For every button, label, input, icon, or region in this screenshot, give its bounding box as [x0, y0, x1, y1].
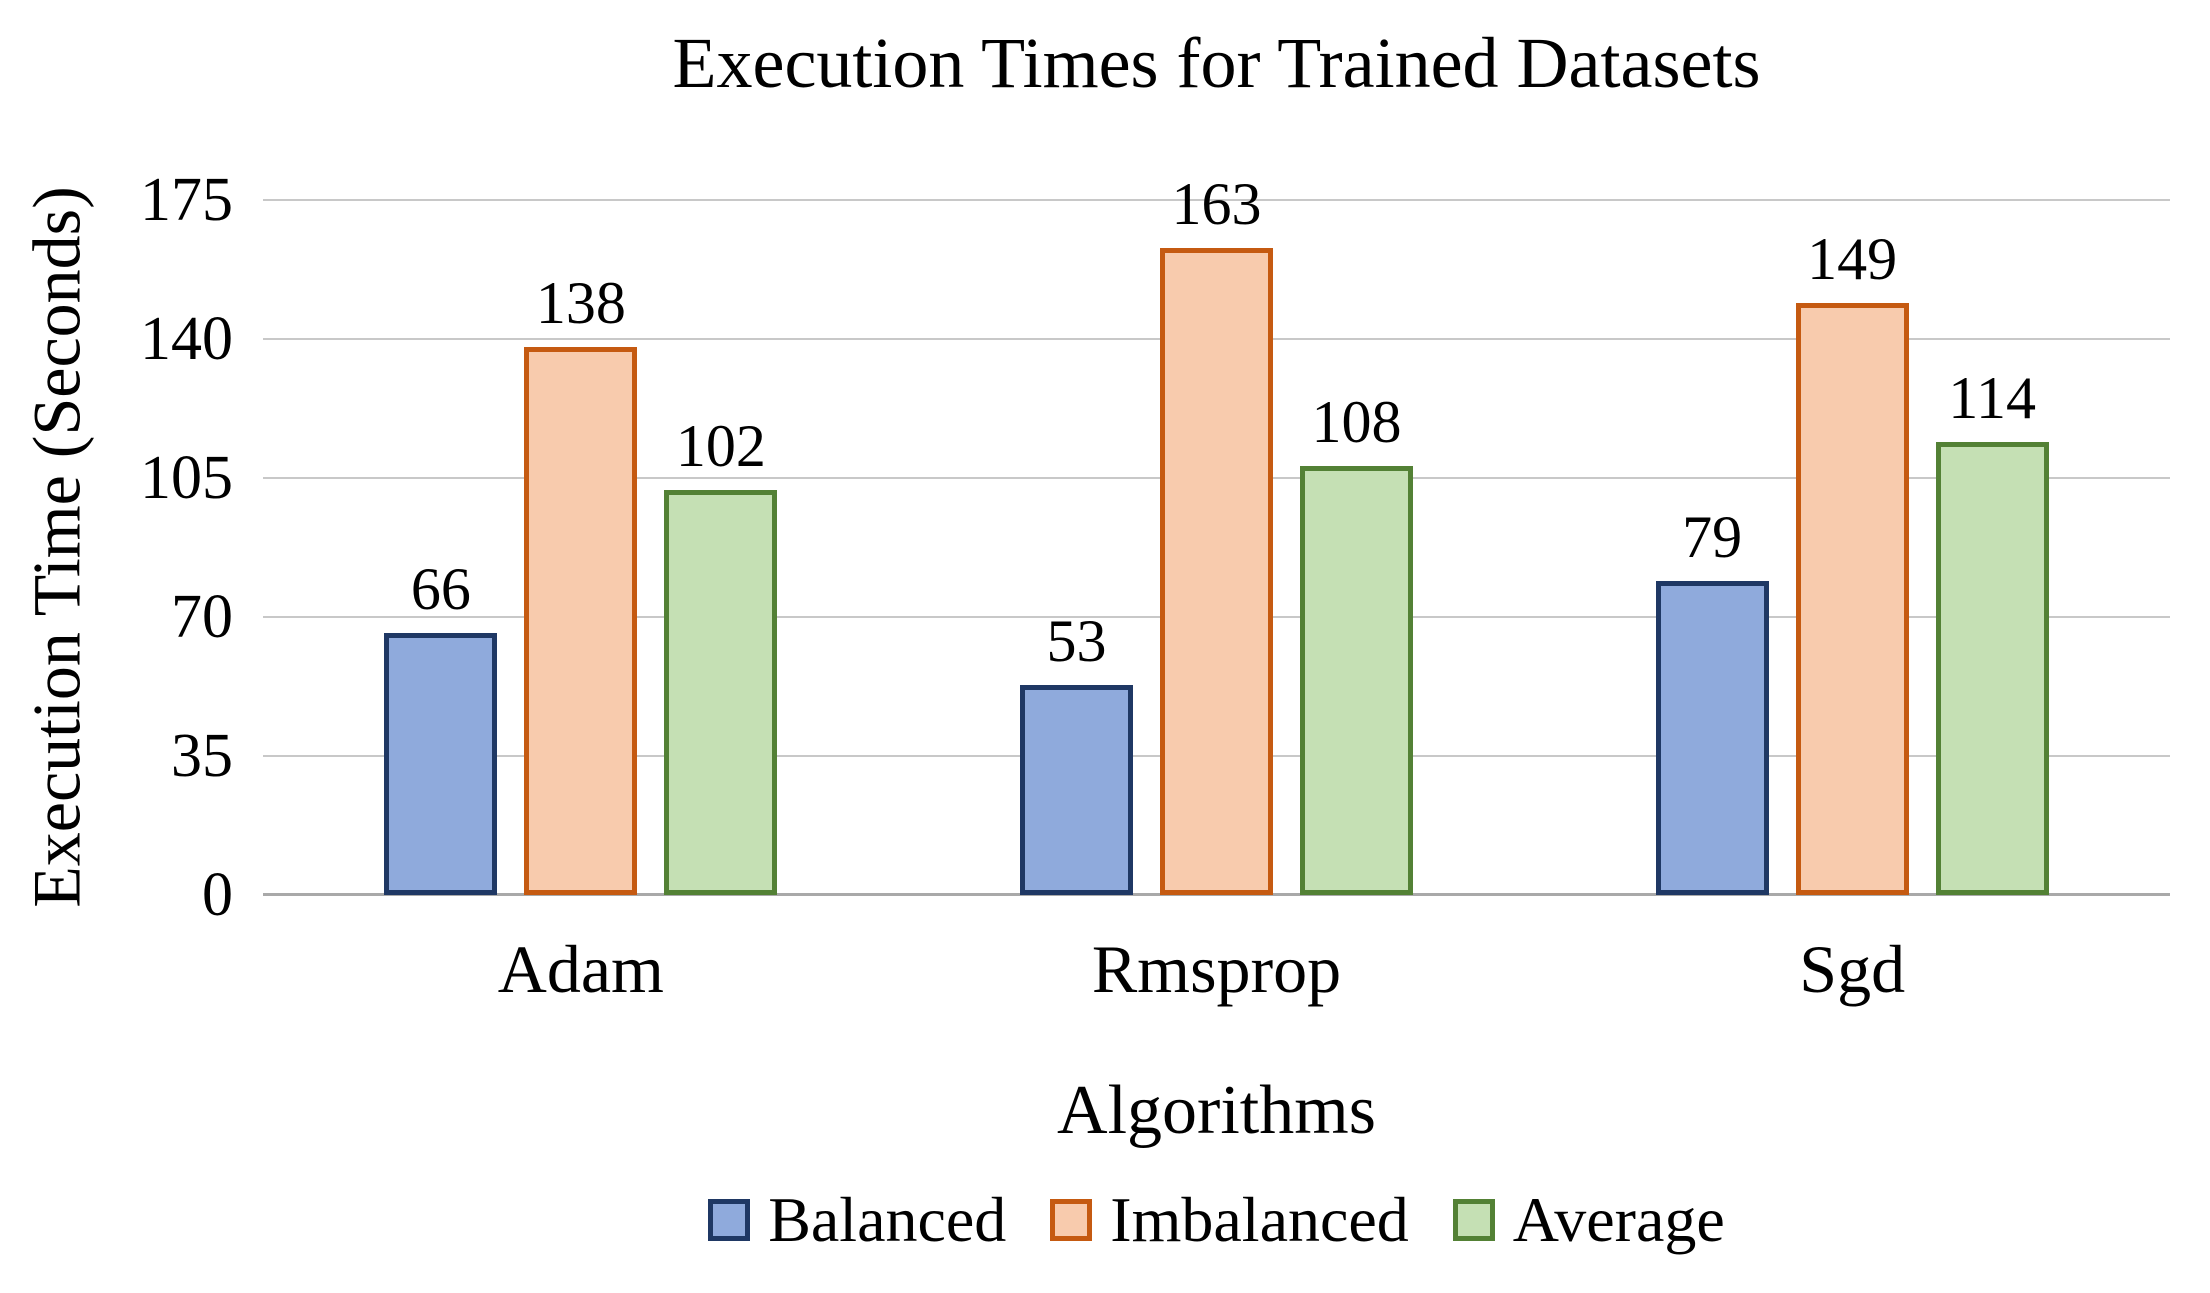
y-tick-labels: 0 35 70 105 140 175 — [0, 169, 233, 926]
x-category-label-sgd: Sgd — [1799, 931, 1906, 1007]
y-tick-label: 70 — [171, 583, 233, 651]
bar-cell: 53 — [1020, 611, 1133, 895]
bar-cell: 66 — [384, 555, 498, 895]
bar-imbalanced-adam — [524, 346, 638, 895]
legend-swatch-imbalanced — [1050, 1199, 1093, 1241]
bar-cell: 163 — [1160, 174, 1273, 895]
bar-cell: 108 — [1300, 392, 1413, 895]
bar-value-label: 163 — [1171, 170, 1262, 237]
bar-balanced-adam — [384, 632, 498, 895]
y-tick-label: 0 — [202, 861, 233, 929]
bar-cell: 149 — [1795, 226, 1909, 895]
legend-item-imbalanced: Imbalanced — [1050, 1188, 1409, 1252]
bar-group-adam: 66 138 102 — [263, 200, 899, 895]
legend-item-balanced: Balanced — [708, 1188, 1006, 1252]
bar-average-rmsprop — [1300, 466, 1413, 895]
y-tick-label: 105 — [140, 444, 233, 512]
bar-group-rmsprop: 53 163 108 — [899, 174, 1535, 895]
bar-average-sgd — [1935, 442, 2049, 895]
plot-area: 66 138 102 53 163 108 79 149 114 — [263, 174, 2170, 896]
legend-label: Average — [1512, 1184, 1725, 1255]
bar-value-label: 138 — [535, 269, 626, 336]
legend-label: Balanced — [768, 1184, 1007, 1255]
bar-value-label: 66 — [410, 555, 471, 622]
legend-item-average: Average — [1452, 1184, 1725, 1255]
x-axis-title: Algorithms — [1057, 1072, 1376, 1149]
bar-balanced-sgd — [1655, 581, 1769, 895]
bar-cell: 102 — [664, 412, 778, 895]
bar-value-label: 114 — [1948, 365, 2037, 432]
bar-value-label: 108 — [1311, 389, 1402, 456]
bar-average-adam — [664, 489, 778, 895]
bar-balanced-rmsprop — [1020, 684, 1133, 895]
legend: Balanced Imbalanced Average — [263, 1188, 2170, 1252]
legend-label: Imbalanced — [1110, 1184, 1409, 1255]
x-category-label-rmsprop: Rmsprop — [1091, 931, 1342, 1007]
bar-value-label: 102 — [675, 412, 766, 479]
bar-imbalanced-sgd — [1795, 303, 1909, 895]
chart-title: Execution Times for Trained Datasets — [672, 23, 1761, 103]
x-category-label-adam: Adam — [497, 931, 664, 1007]
y-tick-label: 175 — [140, 166, 233, 234]
x-category-labels: Adam Rmsprop Sgd — [263, 932, 2170, 1007]
bar-group-sgd: 79 149 114 — [1534, 200, 2170, 895]
legend-swatch-average — [1452, 1199, 1495, 1241]
y-tick-label: 140 — [140, 305, 233, 373]
bar-cell: 79 — [1655, 504, 1769, 895]
bar-cell: 138 — [524, 269, 638, 895]
bar-value-label: 79 — [1682, 504, 1743, 571]
bar-cell: 114 — [1935, 365, 2049, 895]
bar-value-label: 149 — [1807, 226, 1898, 293]
bars-layer: 66 138 102 53 163 108 79 149 114 — [263, 174, 2170, 895]
y-tick-label: 35 — [171, 722, 233, 790]
gridline — [263, 199, 2170, 201]
bar-value-label: 53 — [1046, 607, 1107, 674]
legend-swatch-balanced — [708, 1199, 751, 1241]
bar-imbalanced-rmsprop — [1160, 247, 1273, 895]
